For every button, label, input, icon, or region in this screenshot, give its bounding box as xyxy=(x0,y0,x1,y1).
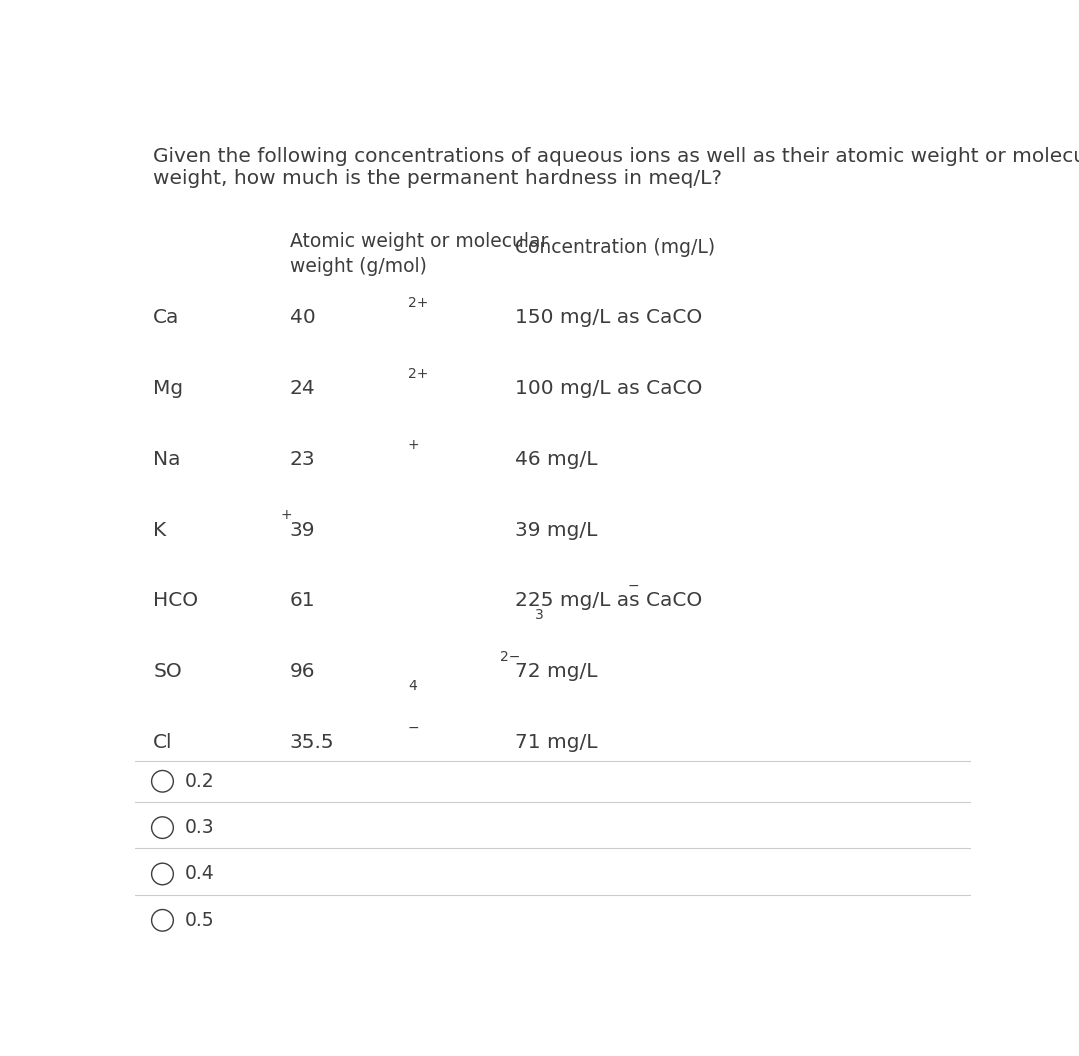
Text: weight (g/mol): weight (g/mol) xyxy=(289,257,426,276)
Text: 150 mg/L as CaCO: 150 mg/L as CaCO xyxy=(516,308,702,327)
Text: 4: 4 xyxy=(408,679,416,693)
Text: 46 mg/L: 46 mg/L xyxy=(516,450,598,469)
Text: Mg: Mg xyxy=(153,379,183,398)
Text: 0.3: 0.3 xyxy=(186,818,215,837)
Text: 61: 61 xyxy=(289,591,315,610)
Text: 0.5: 0.5 xyxy=(186,911,215,930)
Text: Concentration (mg/L): Concentration (mg/L) xyxy=(516,238,715,257)
Text: 23: 23 xyxy=(289,450,315,469)
Text: Given the following concentrations of aqueous ions as well as their atomic weigh: Given the following concentrations of aq… xyxy=(153,147,1079,166)
Text: K: K xyxy=(153,521,166,540)
Text: 0.2: 0.2 xyxy=(186,772,215,791)
Text: 2+: 2+ xyxy=(408,296,428,310)
Text: Cl: Cl xyxy=(153,733,173,752)
Text: Na: Na xyxy=(153,450,181,469)
Text: 39 mg/L: 39 mg/L xyxy=(516,521,598,540)
Text: 2−: 2− xyxy=(500,649,520,664)
Text: 100 mg/L as CaCO: 100 mg/L as CaCO xyxy=(516,379,702,398)
Text: SO: SO xyxy=(153,662,182,681)
Text: −: − xyxy=(627,579,639,593)
Text: 2+: 2+ xyxy=(408,366,428,381)
Text: 40: 40 xyxy=(289,308,315,327)
Text: 35.5: 35.5 xyxy=(289,733,334,752)
Text: +: + xyxy=(281,508,292,523)
Text: +: + xyxy=(408,437,420,452)
Text: 0.4: 0.4 xyxy=(186,865,215,884)
Text: HCO: HCO xyxy=(153,591,199,610)
Text: Ca: Ca xyxy=(153,308,179,327)
Text: 72 mg/L: 72 mg/L xyxy=(516,662,598,681)
Text: 71 mg/L: 71 mg/L xyxy=(516,733,598,752)
Text: −: − xyxy=(408,720,420,735)
Text: weight, how much is the permanent hardness in meq/L?: weight, how much is the permanent hardne… xyxy=(153,169,722,188)
Text: 225 mg/L as CaCO: 225 mg/L as CaCO xyxy=(516,591,702,610)
Text: 96: 96 xyxy=(289,662,315,681)
Text: 3: 3 xyxy=(535,608,544,622)
Text: 24: 24 xyxy=(289,379,315,398)
Text: Atomic weight or molecular: Atomic weight or molecular xyxy=(289,232,548,251)
Text: 39: 39 xyxy=(289,521,315,540)
